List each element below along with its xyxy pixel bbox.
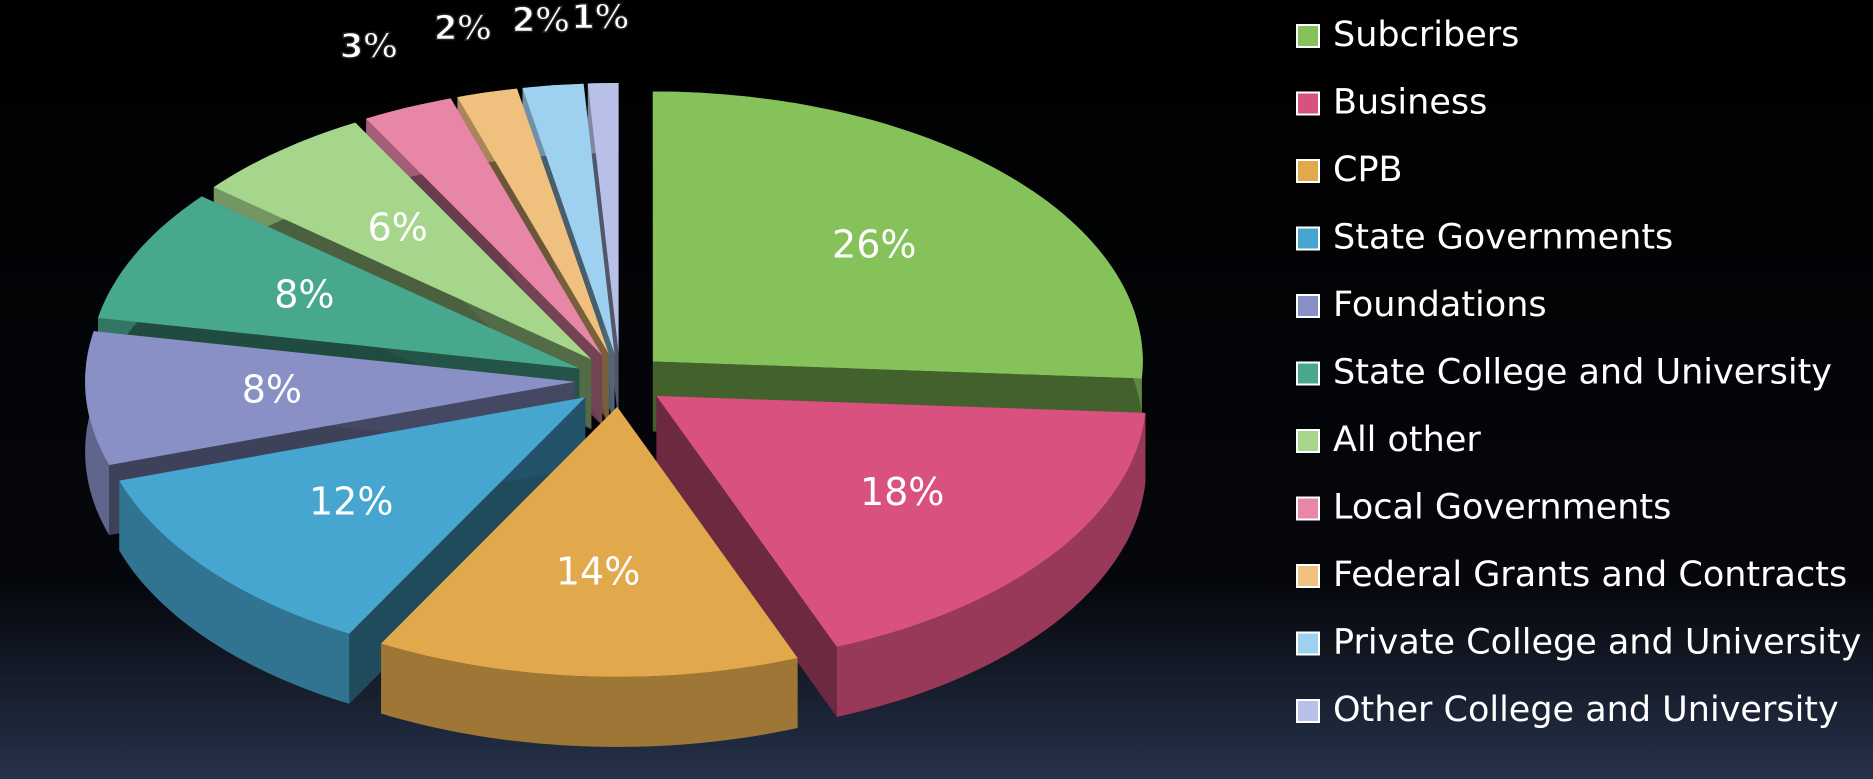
data-label: 6%: [368, 206, 428, 250]
legend-swatch: [1296, 496, 1320, 521]
slice: [652, 91, 1143, 379]
data-label: 8%: [274, 273, 334, 317]
slice: [381, 406, 798, 677]
slice: [366, 98, 603, 356]
legend-swatch: [1296, 429, 1320, 453]
legend-label: Business: [1333, 83, 1487, 123]
legend-label: Subcribers: [1333, 15, 1519, 55]
legend-swatch: [1296, 699, 1320, 723]
legend-swatch: [1296, 564, 1320, 588]
data-label: 12%: [309, 479, 393, 523]
slice-side: [381, 643, 798, 747]
legend-label: State Governments: [1333, 218, 1673, 258]
slice-side: [119, 480, 350, 704]
legend-swatch: [1296, 24, 1320, 48]
legend-label: CPB: [1333, 150, 1403, 190]
slice: [656, 395, 1146, 647]
slice: [457, 88, 609, 354]
slice: [98, 196, 580, 369]
slice-side: [656, 395, 837, 717]
slice-group: [381, 406, 798, 747]
legend-swatch: [1296, 631, 1320, 656]
legend-label: Local Governments: [1333, 488, 1671, 528]
slice-group: [656, 395, 1146, 717]
slice: [587, 83, 619, 353]
legend-swatch: [1296, 294, 1320, 318]
data-label: 8%: [242, 368, 302, 412]
data-label: 26%: [832, 222, 916, 266]
legend-label: Other College and University: [1333, 690, 1839, 730]
slice-side: [836, 412, 1146, 717]
data-label: 14%: [556, 550, 640, 594]
legend-label: State College and University: [1333, 353, 1832, 393]
slice-group: [119, 397, 586, 704]
legend-label: Private College and University: [1333, 623, 1861, 663]
legend-label: Federal Grants and Contracts: [1333, 555, 1847, 595]
slice: [213, 122, 592, 360]
legend-label: Foundations: [1333, 285, 1547, 325]
data-label: 3%: [340, 26, 398, 66]
slice: [119, 397, 586, 634]
slice: [522, 83, 615, 354]
data-label: 18%: [860, 470, 944, 514]
legend-swatch: [1296, 361, 1320, 386]
data-label: 1%: [571, 0, 629, 38]
data-label: 2%: [434, 9, 492, 49]
legend-label: All other: [1333, 420, 1481, 460]
legend-swatch: [1296, 226, 1320, 251]
legend-swatch: [1296, 91, 1320, 116]
slice: [85, 331, 576, 466]
legend-swatch: [1296, 159, 1320, 183]
data-label: 2%: [512, 0, 570, 40]
